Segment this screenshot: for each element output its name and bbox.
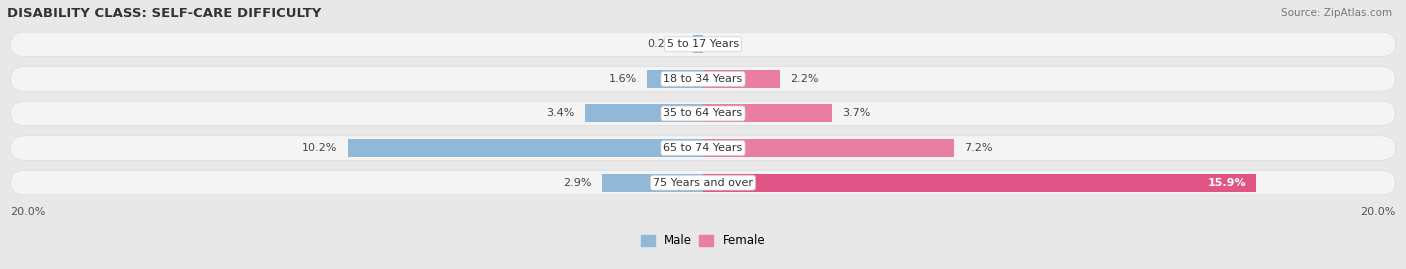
Bar — [703, 70, 779, 88]
Text: 20.0%: 20.0% — [10, 207, 46, 217]
FancyBboxPatch shape — [10, 101, 1396, 126]
Text: 75 Years and over: 75 Years and over — [652, 178, 754, 188]
Bar — [602, 174, 703, 192]
Text: DISABILITY CLASS: SELF-CARE DIFFICULTY: DISABILITY CLASS: SELF-CARE DIFFICULTY — [7, 7, 322, 20]
Text: 5 to 17 Years: 5 to 17 Years — [666, 39, 740, 49]
FancyBboxPatch shape — [10, 101, 1396, 126]
Bar — [647, 70, 703, 88]
Text: 2.9%: 2.9% — [564, 178, 592, 188]
Bar — [703, 139, 953, 157]
Text: 7.2%: 7.2% — [965, 143, 993, 153]
Text: 65 to 74 Years: 65 to 74 Years — [664, 143, 742, 153]
Text: 15.9%: 15.9% — [1208, 178, 1246, 188]
Bar — [585, 104, 703, 122]
FancyBboxPatch shape — [10, 67, 1396, 91]
FancyBboxPatch shape — [10, 136, 1396, 160]
Text: 35 to 64 Years: 35 to 64 Years — [664, 108, 742, 118]
Text: 0.29%: 0.29% — [647, 39, 682, 49]
Bar — [703, 174, 1257, 192]
Text: 3.4%: 3.4% — [546, 108, 574, 118]
Bar — [693, 35, 703, 53]
Text: 1.6%: 1.6% — [609, 74, 637, 84]
FancyBboxPatch shape — [10, 32, 1396, 56]
Bar — [703, 104, 832, 122]
Text: 10.2%: 10.2% — [302, 143, 337, 153]
FancyBboxPatch shape — [10, 171, 1396, 195]
Legend: Male, Female: Male, Female — [636, 230, 770, 252]
Text: 3.7%: 3.7% — [842, 108, 870, 118]
Text: 18 to 34 Years: 18 to 34 Years — [664, 74, 742, 84]
Text: 20.0%: 20.0% — [1360, 207, 1396, 217]
FancyBboxPatch shape — [10, 67, 1396, 91]
Text: 2.2%: 2.2% — [790, 74, 818, 84]
Bar — [349, 139, 703, 157]
FancyBboxPatch shape — [10, 171, 1396, 195]
FancyBboxPatch shape — [10, 32, 1396, 56]
FancyBboxPatch shape — [10, 136, 1396, 160]
Text: 0.0%: 0.0% — [713, 39, 742, 49]
Text: Source: ZipAtlas.com: Source: ZipAtlas.com — [1281, 8, 1392, 18]
